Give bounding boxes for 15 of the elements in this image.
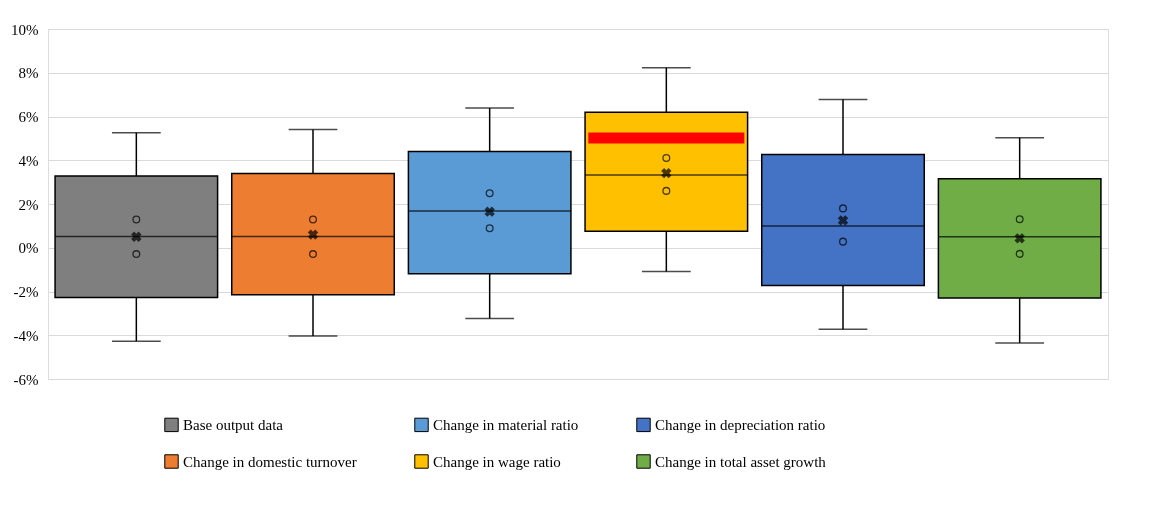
legend-label: Change in domestic turnover (183, 453, 357, 470)
y-tick-label: 0% (18, 240, 39, 257)
y-tick-label: -2% (13, 284, 39, 300)
legend-label: Change in wage ratio (433, 453, 561, 470)
legend-label: Change in material ratio (433, 416, 579, 433)
legend-label: Base output data (183, 416, 284, 433)
legend-label: Change in total asset growth (655, 453, 827, 470)
y-tick-label: 4% (18, 152, 39, 169)
y-tick-label: 10% (11, 21, 39, 38)
y-tick-label: 6% (18, 109, 39, 125)
y-tick-label: 8% (18, 65, 39, 82)
legend-label: Change in depreciation ratio (655, 416, 826, 433)
y-tick-label: -6% (13, 371, 39, 388)
y-tick-label: -4% (13, 327, 39, 344)
y-tick-label: 2% (18, 196, 39, 213)
